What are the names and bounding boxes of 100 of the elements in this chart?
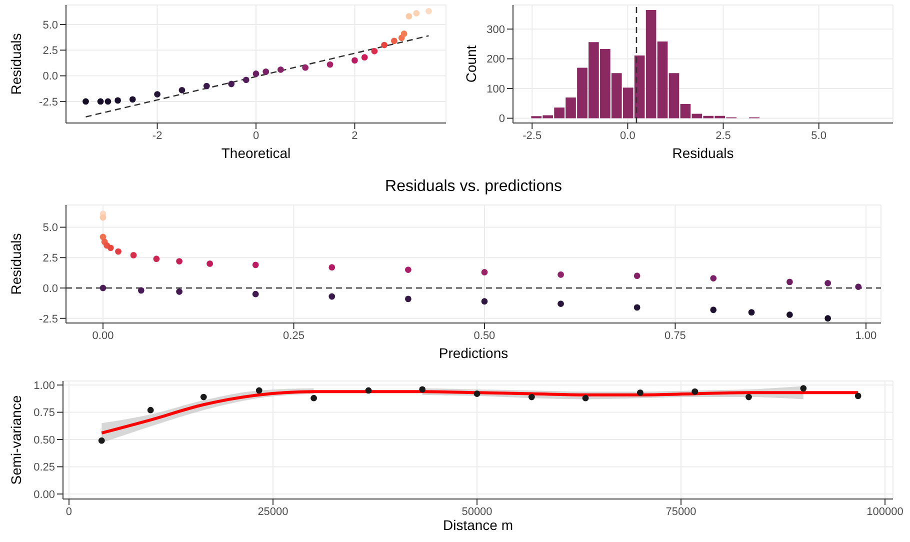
point: [206, 260, 214, 267]
point: [361, 54, 368, 61]
point: [252, 290, 259, 298]
point: [748, 309, 755, 316]
y-axis-title: Semi-variance: [8, 395, 24, 485]
point: [328, 293, 336, 300]
point: [558, 271, 564, 278]
y-tick-label: 0.00: [34, 488, 55, 501]
point: [176, 258, 182, 264]
point: [854, 392, 862, 400]
point: [710, 275, 717, 282]
point: [404, 266, 412, 273]
y-tick-label: 200: [486, 54, 505, 66]
point: [800, 385, 807, 392]
point: [481, 298, 488, 305]
point: [528, 394, 535, 400]
x-tick-label: 50000: [462, 506, 492, 518]
point: [115, 248, 122, 255]
point: [203, 82, 210, 90]
y-axis-title: Residuals: [8, 233, 24, 295]
y-tick-label: -2.5: [39, 96, 58, 108]
x-axis-title: Residuals: [672, 145, 734, 161]
point: [326, 61, 334, 68]
point: [404, 296, 412, 302]
x-tick-label: 2: [352, 130, 358, 142]
point: [419, 386, 426, 393]
point: [352, 57, 358, 64]
point: [710, 306, 717, 314]
y-tick-label: 5.0: [42, 222, 58, 234]
y-tick-label: 0.25: [34, 462, 55, 474]
y-tick-label: 0.75: [34, 407, 55, 420]
point: [302, 64, 309, 71]
y-tick-label: 0.0: [42, 70, 58, 83]
point: [200, 394, 207, 400]
point: [114, 97, 122, 104]
x-tick-label: 0.75: [664, 330, 686, 342]
y-tick-label: 2.5: [42, 252, 58, 265]
point: [634, 304, 640, 311]
point: [481, 269, 488, 276]
x-tick-label: 0.25: [283, 330, 304, 342]
x-tick-label: 5.0: [811, 130, 826, 142]
point: [582, 394, 589, 402]
point: [130, 252, 137, 258]
point: [426, 8, 432, 14]
point: [406, 13, 412, 20]
x-tick-label: 75000: [666, 506, 696, 518]
point: [381, 42, 388, 48]
point: [228, 80, 235, 88]
point: [82, 98, 89, 105]
point: [786, 278, 793, 286]
point: [371, 48, 378, 54]
x-tick-label: 0.50: [474, 330, 496, 342]
x-tick-label: 25000: [258, 506, 288, 518]
point: [154, 91, 160, 98]
x-tick-label: 0.0: [620, 130, 636, 142]
x-tick-label: -2.5: [522, 130, 542, 142]
point: [176, 288, 182, 295]
point: [256, 387, 262, 394]
y-tick-label: 0: [498, 113, 505, 126]
x-axis-title: Distance m: [442, 517, 514, 533]
y-tick-label: 1.00: [34, 380, 55, 392]
y-tick-label: -2.5: [39, 313, 58, 326]
y-tick-label: 300: [486, 24, 505, 36]
point: [637, 389, 644, 396]
x-tick-label: -2: [152, 130, 162, 142]
point: [277, 66, 284, 73]
point: [365, 387, 372, 394]
point: [328, 264, 336, 271]
point: [413, 10, 420, 16]
point: [262, 68, 270, 75]
point: [98, 437, 105, 444]
point: [107, 244, 114, 252]
point: [786, 312, 793, 318]
x-tick-label: 0: [66, 506, 72, 518]
point: [474, 390, 480, 397]
x-tick-label: 0.00: [92, 330, 114, 342]
point: [153, 256, 160, 262]
point: [242, 76, 250, 84]
point: [138, 287, 144, 294]
point: [104, 98, 112, 105]
point: [692, 388, 698, 395]
y-tick-label: 5.0: [42, 19, 58, 32]
x-tick-label: 2.5: [716, 130, 731, 142]
point: [310, 394, 317, 402]
y-axis-title: Residuals: [8, 33, 24, 95]
y-tick-label: 0.0: [42, 282, 58, 295]
point: [634, 272, 640, 280]
point: [252, 262, 259, 268]
x-tick-label: 0: [252, 130, 260, 142]
y-tick-label: 100: [486, 83, 505, 96]
point: [390, 38, 398, 44]
point: [252, 70, 260, 77]
x-tick-label: 1.00: [855, 330, 877, 342]
point: [100, 214, 106, 221]
point: [824, 280, 832, 286]
y-tick-label: 0.50: [34, 434, 55, 446]
point: [97, 98, 104, 105]
x-tick-label: 100000: [866, 506, 904, 518]
point: [400, 30, 408, 37]
point: [129, 96, 136, 103]
